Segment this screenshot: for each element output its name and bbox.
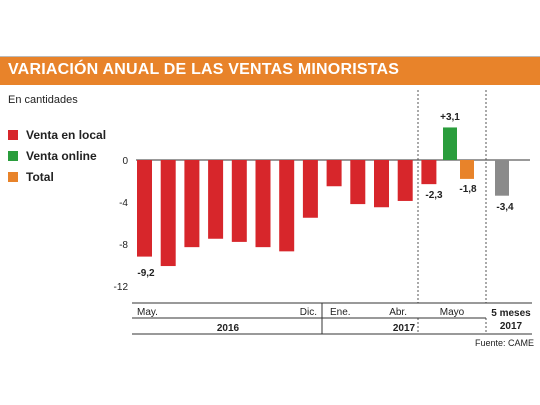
- bar-venta-en-local: [302, 160, 318, 218]
- summary-label: 5 meses: [491, 308, 531, 319]
- source-note: Fuente: CAME: [474, 338, 534, 348]
- bar-venta-en-local: [279, 160, 295, 252]
- legend-label: Total: [26, 169, 54, 184]
- x-tick-label: Mayo: [440, 307, 465, 318]
- bar-venta-en-local: [255, 160, 271, 248]
- bar-venta-en-local: [421, 160, 437, 185]
- bar-5-meses: [495, 160, 509, 196]
- x-tick-label: Dic.: [300, 307, 317, 318]
- y-tick-label: 0: [122, 156, 128, 167]
- bar-total: [460, 160, 474, 179]
- legend-swatch-red: [8, 129, 18, 140]
- legend-item-venta-en-local: Venta en local: [8, 124, 106, 145]
- bar-venta-en-local: [160, 160, 176, 267]
- data-label: -9,2: [137, 268, 155, 279]
- legend-item-total: Total: [8, 166, 106, 187]
- data-label: -1,8: [459, 184, 477, 195]
- bar-venta-en-local: [231, 160, 247, 242]
- title-bar: VARIACIÓN ANUAL DE LAS VENTAS MINORISTAS: [0, 57, 540, 85]
- summary-label-year: 2017: [500, 321, 523, 332]
- x-axis-band: [132, 303, 532, 318]
- legend-label: Venta online: [26, 148, 97, 163]
- legend-item-venta-online: Venta online: [8, 145, 106, 166]
- bar-venta-en-local: [326, 160, 342, 187]
- data-label: -2,3: [425, 190, 443, 201]
- x-tick-label: Abr.: [389, 307, 407, 318]
- legend-swatch-orange: [8, 171, 18, 182]
- bar-venta-online: [443, 127, 457, 160]
- y-tick-label: -4: [119, 198, 128, 209]
- bar-venta-en-local: [208, 160, 224, 239]
- data-label: -3,4: [496, 202, 514, 213]
- year-label-2016: 2016: [217, 323, 240, 334]
- bar-venta-en-local: [137, 160, 152, 257]
- x-tick-label: May.: [137, 307, 158, 318]
- bar-venta-en-local: [184, 160, 200, 248]
- x-tick-label: Ene.: [330, 307, 351, 318]
- top-rule: [0, 56, 540, 57]
- legend-swatch-green: [8, 150, 18, 161]
- data-label: +3,1: [440, 112, 460, 123]
- bar-venta-en-local: [397, 160, 413, 201]
- legend-label: Venta en local: [26, 127, 107, 142]
- y-tick-label: -12: [114, 282, 129, 293]
- year-label-2017: 2017: [393, 323, 416, 334]
- y-tick-label: -8: [119, 240, 128, 251]
- bar-venta-en-local: [374, 160, 389, 208]
- chart-title: VARIACIÓN ANUAL DE LAS VENTAS MINORISTAS: [8, 61, 400, 78]
- bar-venta-en-local: [350, 160, 366, 205]
- chart-subtitle: En cantidades: [8, 94, 78, 106]
- legend: Venta en local Venta online Total: [8, 124, 106, 187]
